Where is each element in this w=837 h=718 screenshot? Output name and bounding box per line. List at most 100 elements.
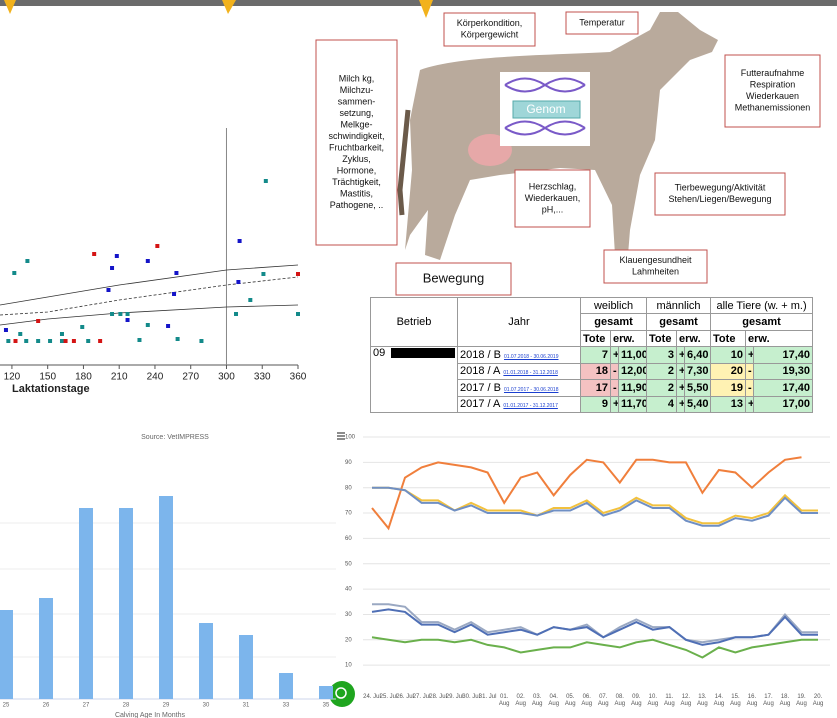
point — [110, 312, 115, 316]
cell: 6,40 — [684, 346, 712, 364]
bar — [159, 496, 173, 699]
redaction — [391, 348, 456, 359]
point — [24, 339, 29, 343]
bar — [199, 623, 213, 699]
point — [234, 312, 239, 316]
bar — [279, 673, 293, 699]
period-link[interactable]: 01.07.2018 - 30.06.2019 — [503, 353, 559, 360]
point — [145, 259, 150, 263]
label-text: schwindigkeit, — [328, 131, 384, 141]
y-tick-label: 40 — [345, 587, 352, 593]
line — [371, 636, 818, 659]
header-cell: Jahr — [457, 296, 581, 348]
point — [12, 271, 17, 275]
table-row: 2018 / A 01.01.2018 - 31.12.2018 18-12,00 2… — [371, 362, 814, 381]
label-box — [443, 12, 536, 47]
x-tick-label: 180 — [75, 372, 92, 383]
point — [174, 271, 179, 275]
x-tick-label: 28 — [123, 703, 130, 709]
cell: 17,00 — [753, 395, 814, 414]
cell: 11,00 — [617, 346, 648, 364]
cell: 20 — [710, 362, 747, 381]
point — [175, 337, 180, 341]
cell: - — [610, 362, 619, 381]
label-text: Zyklus, — [342, 154, 371, 164]
chat-button[interactable] — [329, 681, 355, 707]
x-tick-label: 30 — [203, 703, 210, 709]
cell: - — [745, 379, 755, 397]
x-tick-label: 07. Aug — [597, 694, 609, 707]
header-cell: erw. — [676, 329, 712, 348]
curve — [0, 304, 299, 326]
point — [110, 266, 115, 270]
cell: 19 — [710, 379, 747, 397]
cell: 17,40 — [753, 346, 814, 364]
x-tick-label: 270 — [182, 372, 199, 383]
cell: - — [745, 362, 755, 381]
x-tick-label: 01. Aug — [498, 694, 510, 707]
x-tick-label: 31 — [243, 703, 250, 709]
period-link[interactable]: 01.01.2017 - 31.12.2017 — [503, 403, 558, 410]
label-text: pH,... — [542, 204, 564, 214]
point — [6, 339, 11, 343]
x-tick-label: 31. Jul — [478, 694, 497, 700]
point — [80, 325, 85, 329]
cell: - — [610, 379, 619, 397]
header-cell: erw. — [609, 329, 648, 348]
header-cell: Tote — [580, 329, 611, 348]
line — [371, 456, 802, 531]
cell: + — [676, 379, 686, 397]
label-text: Herzschlag, — [529, 181, 577, 191]
x-tick-label: 29. Jul — [445, 694, 464, 700]
label-text: Methanemissionen — [735, 103, 811, 113]
curve — [0, 276, 299, 316]
cell: + — [745, 346, 755, 364]
cell: + — [610, 346, 619, 364]
header-cell: gesamt — [579, 313, 648, 331]
cell: + — [676, 362, 686, 381]
y-tick-label: 100 — [345, 435, 356, 441]
label-text: Bewegung — [423, 270, 484, 285]
header-cell: gesamt — [710, 313, 814, 331]
x-tick-label: 27. Jul — [412, 694, 431, 700]
cell: 11,90 — [617, 379, 648, 397]
label-box — [654, 172, 786, 216]
label-text: Mastitis, — [340, 189, 373, 199]
point — [125, 312, 130, 316]
cell: 10 — [710, 346, 747, 364]
x-tick-label: 04. Aug — [548, 694, 560, 707]
point — [145, 323, 150, 327]
x-tick-label: 29 — [163, 703, 170, 709]
period-link[interactable]: 01.01.2018 - 31.12.2018 — [503, 370, 558, 377]
x-tick-label: 30. Jul — [462, 694, 480, 700]
cell: 3 — [646, 346, 678, 364]
x-axis-label: Laktationstage — [12, 383, 90, 395]
label-box — [603, 249, 708, 284]
x-tick-label: 14. Aug — [713, 694, 725, 707]
y-tick-label: 20 — [345, 637, 352, 643]
bar — [0, 610, 13, 699]
period-link[interactable]: 01.07.2017 - 30.06.2018 — [503, 386, 559, 393]
label-text: sammen- — [338, 97, 376, 107]
curve — [0, 264, 299, 306]
bar — [319, 686, 333, 699]
label-text: Körperkondition, — [457, 18, 523, 28]
genom-label: Genom — [526, 102, 565, 116]
bar — [119, 508, 133, 699]
label-text: Körpergewicht — [461, 30, 519, 40]
line — [371, 608, 818, 646]
cell: 13 — [710, 395, 747, 414]
x-tick-label: 27 — [83, 703, 90, 709]
x-tick-label: 15. Aug — [730, 694, 741, 707]
x-tick-label: 17. Aug — [763, 694, 774, 707]
header-cell: Tote — [646, 329, 678, 348]
x-tick-label: 240 — [147, 372, 164, 383]
point — [86, 339, 91, 343]
dna — [504, 77, 586, 136]
label-text: Hormone, — [337, 166, 377, 176]
label-text: Melkge- — [340, 120, 372, 130]
point — [36, 339, 41, 343]
label-text: Milch kg, — [339, 74, 375, 84]
x-tick-label: 03. Aug — [531, 694, 543, 707]
